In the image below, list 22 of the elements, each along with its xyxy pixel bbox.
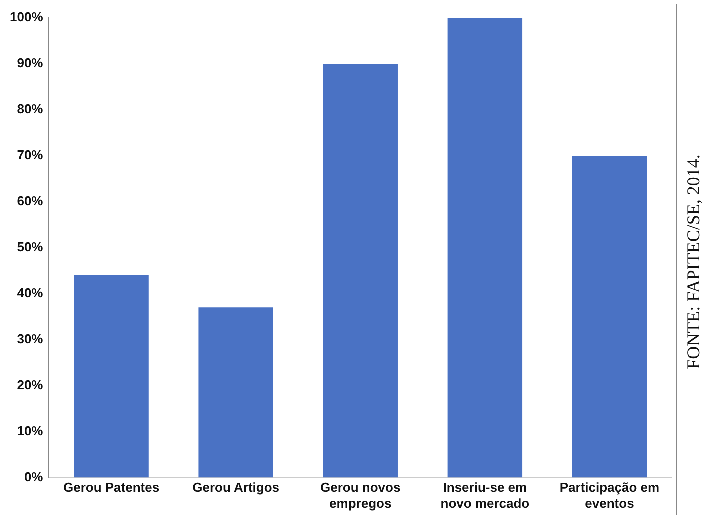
y-tick-label: 90% [17, 56, 44, 71]
x-tick-label: Gerou novos empregos [320, 480, 401, 511]
y-tick-label: 60% [17, 194, 44, 208]
bar [323, 64, 398, 478]
y-tick-label: 70% [17, 148, 44, 163]
y-tick-label: 30% [17, 331, 44, 346]
y-tick-label: 0% [24, 469, 44, 484]
x-tick-label: Gerou Artigos [192, 480, 280, 496]
y-tick-label: 40% [17, 285, 44, 300]
x-tick-label: Participação em eventos [560, 480, 660, 511]
bar [74, 275, 149, 478]
x-tick-label: Gerou Patentes [63, 480, 160, 496]
y-tick-label: 50% [17, 239, 44, 254]
bar [448, 18, 523, 478]
bar [572, 156, 648, 478]
y-tick-label: 20% [17, 377, 44, 392]
y-tick-label: 10% [17, 423, 44, 438]
bar [198, 308, 274, 478]
y-tick-label: 100% [10, 10, 44, 25]
x-tick-label: Inseriu-se em novo mercado [440, 480, 530, 511]
source-note: FONTE: FAPITEC/SE, 2014. [684, 154, 704, 370]
y-tick-label: 80% [17, 102, 44, 117]
